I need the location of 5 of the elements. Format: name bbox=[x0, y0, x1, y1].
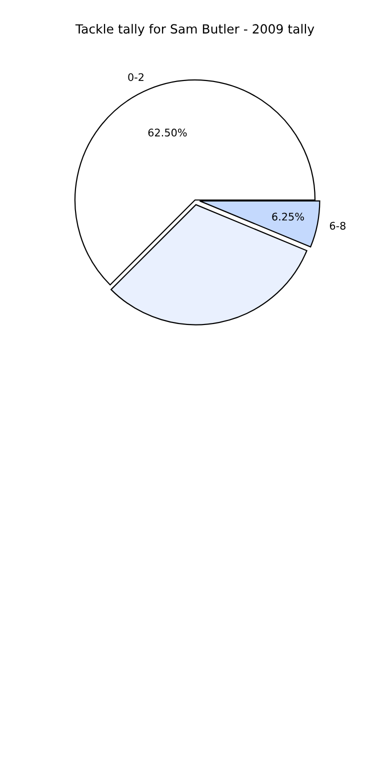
slice-label: 6-8 bbox=[330, 222, 346, 230]
data-label: 62.50% bbox=[148, 128, 187, 137]
data-label: 6.25% bbox=[272, 212, 304, 221]
slice-label: 0-2 bbox=[128, 73, 144, 82]
chart-title: Tackle tally for Sam Butler - 2009 tally bbox=[75, 24, 314, 36]
